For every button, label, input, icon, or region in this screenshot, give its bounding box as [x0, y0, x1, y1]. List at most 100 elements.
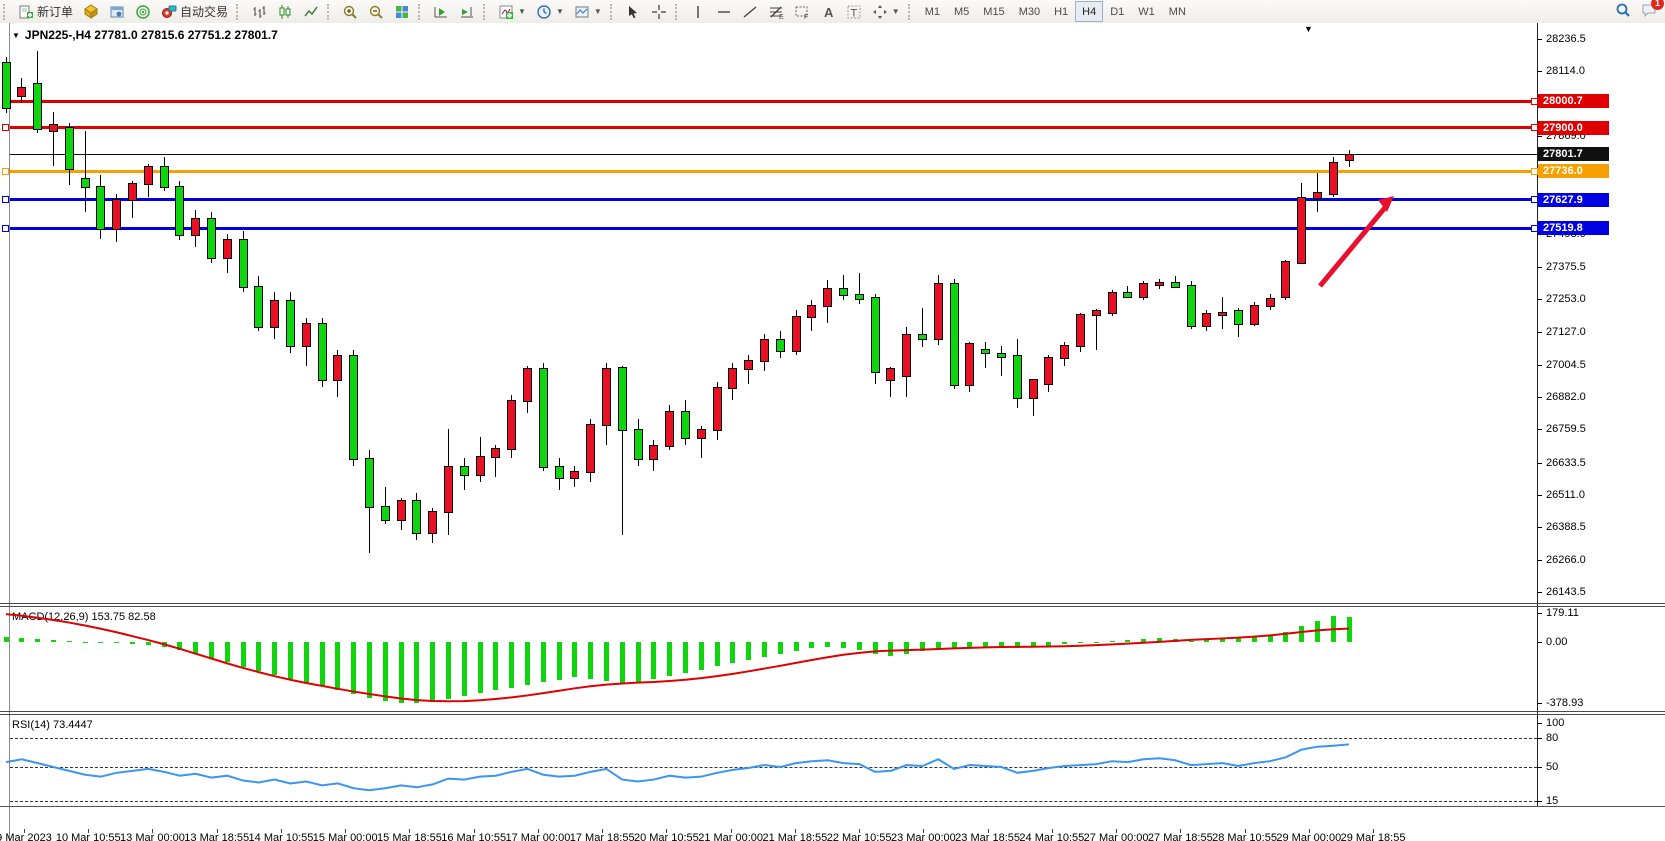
candle-wick[interactable]: [1000, 345, 1002, 377]
macd-histogram-bar[interactable]: [335, 642, 341, 690]
macd-histogram-bar[interactable]: [3, 637, 9, 642]
price-tick-label[interactable]: 28114.0: [1546, 65, 1585, 78]
bar-chart-button[interactable]: [246, 0, 272, 23]
candle[interactable]: [1123, 291, 1133, 299]
macd-histogram-bar[interactable]: [493, 642, 499, 690]
text-button[interactable]: A: [815, 0, 841, 23]
candle[interactable]: [175, 186, 185, 236]
time-axis-tick[interactable]: [987, 829, 989, 833]
macd-histogram-bar[interactable]: [1030, 642, 1036, 647]
candle[interactable]: [1060, 344, 1070, 359]
macd-histogram-bar[interactable]: [1346, 617, 1352, 642]
candle[interactable]: [238, 238, 248, 289]
vline-button[interactable]: [685, 0, 711, 23]
macd-histogram-bar[interactable]: [809, 642, 815, 649]
macd-histogram-bar[interactable]: [967, 642, 973, 649]
candle[interactable]: [1281, 261, 1291, 299]
candle[interactable]: [333, 355, 343, 381]
price-tick-label[interactable]: 27127.0: [1546, 326, 1586, 339]
macd-histogram-bar[interactable]: [556, 642, 562, 680]
macd-histogram-bar[interactable]: [1172, 639, 1178, 642]
time-axis-label[interactable]: 27 Mar 18:55: [1147, 832, 1213, 841]
candle-chart-button[interactable]: [272, 0, 298, 23]
shapes-button[interactable]: ▼: [867, 0, 905, 23]
time-axis-tick[interactable]: [1051, 829, 1053, 833]
candle[interactable]: [475, 455, 485, 477]
macd-histogram-bar[interactable]: [240, 642, 246, 667]
macd-histogram-bar[interactable]: [366, 642, 372, 699]
candle[interactable]: [96, 186, 106, 231]
price-tick-label[interactable]: 26388.5: [1546, 521, 1586, 534]
price-tick[interactable]: [1537, 527, 1542, 529]
price-tick[interactable]: [1537, 332, 1542, 334]
price-tick-label[interactable]: 26633.5: [1546, 456, 1586, 469]
price-tick[interactable]: [1537, 462, 1542, 464]
macd-histogram-bar[interactable]: [19, 638, 25, 642]
macd-histogram-bar[interactable]: [761, 642, 767, 657]
main-macd-splitter[interactable]: [0, 603, 1665, 604]
candle[interactable]: [1107, 291, 1117, 314]
candle[interactable]: [1344, 153, 1354, 162]
price-tick[interactable]: [1537, 71, 1542, 73]
price-tag[interactable]: 28000.7: [1538, 94, 1609, 109]
candle-wick[interactable]: [921, 307, 923, 348]
time-axis-label[interactable]: 29 Mar 00:00: [1276, 832, 1342, 841]
level-line-handle[interactable]: [2, 124, 9, 132]
candle[interactable]: [1091, 309, 1101, 316]
price-tick[interactable]: [1537, 494, 1542, 496]
level-line-handle[interactable]: [1531, 167, 1538, 175]
channel-button[interactable]: F: [789, 0, 815, 23]
candle-wick[interactable]: [621, 365, 623, 535]
macd-histogram-bar[interactable]: [98, 642, 104, 643]
level-line-handle[interactable]: [2, 167, 9, 175]
time-axis-tick[interactable]: [794, 829, 796, 833]
candle[interactable]: [507, 400, 517, 450]
macd-histogram-bar[interactable]: [319, 642, 325, 687]
candle[interactable]: [1154, 281, 1164, 287]
macd-histogram-bar[interactable]: [951, 642, 957, 650]
macd-histogram-bar[interactable]: [272, 642, 278, 675]
level-line[interactable]: [10, 226, 1537, 230]
rsi-axis-tick[interactable]: [1537, 767, 1542, 768]
macd-histogram-bar[interactable]: [430, 642, 436, 703]
candle[interactable]: [191, 217, 201, 236]
macd-histogram-bar[interactable]: [509, 642, 515, 688]
time-axis-label[interactable]: 22 Mar 10:55: [826, 832, 892, 841]
time-axis-label[interactable]: 28 Mar 10:55: [1212, 832, 1277, 841]
timeframe-button-mn[interactable]: MN: [1168, 5, 1186, 18]
timeframe-button-m15[interactable]: M15: [983, 5, 1005, 18]
indicators-button[interactable]: ▼: [493, 0, 531, 23]
timeframe-button-m5[interactable]: M5: [954, 5, 970, 18]
price-tick[interactable]: [1537, 429, 1542, 431]
periods-button[interactable]: ▼: [531, 0, 569, 23]
candle[interactable]: [633, 429, 643, 461]
price-tick-label[interactable]: 28236.5: [1546, 33, 1586, 45]
tile-windows-button[interactable]: [389, 0, 415, 23]
macd-histogram-bar[interactable]: [287, 642, 293, 679]
time-axis-label[interactable]: 9 Mar 2023: [0, 832, 52, 841]
macd-histogram-bar[interactable]: [82, 641, 88, 643]
candle[interactable]: [696, 429, 706, 440]
rsi-axis-tick[interactable]: [1537, 723, 1542, 724]
price-tick-label[interactable]: 26759.5: [1546, 423, 1586, 436]
macd-histogram-bar[interactable]: [1062, 642, 1068, 645]
macd-axis-tick[interactable]: [1537, 612, 1542, 614]
macd-histogram-bar[interactable]: [603, 642, 609, 682]
rsi-axis-label[interactable]: 80: [1546, 731, 1559, 744]
cursor-button[interactable]: [620, 0, 646, 23]
candle[interactable]: [159, 166, 169, 189]
crosshair-button[interactable]: [646, 0, 672, 23]
time-axis-tick[interactable]: [24, 829, 25, 833]
candle[interactable]: [428, 511, 438, 535]
candle-wick[interactable]: [700, 426, 702, 459]
macd-histogram-bar[interactable]: [919, 642, 925, 652]
candle-wick[interactable]: [985, 341, 987, 369]
candle[interactable]: [80, 178, 90, 189]
macd-histogram-bar[interactable]: [651, 642, 657, 680]
level-line[interactable]: [10, 169, 1537, 173]
candle[interactable]: [807, 304, 817, 318]
time-axis-tick[interactable]: [1180, 829, 1182, 833]
candle[interactable]: [270, 299, 280, 329]
time-axis-label[interactable]: 23 Mar 18:55: [955, 832, 1021, 841]
macd-histogram-bar[interactable]: [35, 639, 41, 642]
